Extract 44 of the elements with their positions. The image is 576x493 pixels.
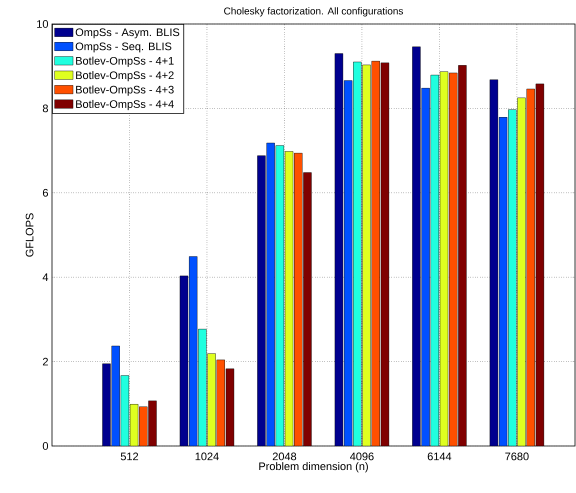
- bar: [294, 152, 302, 446]
- y-tick-label: 2: [42, 358, 48, 366]
- bar: [490, 80, 498, 446]
- legend-label: Botlev-OmpSs - 4+1: [76, 56, 174, 67]
- y-tick-label: 4: [42, 273, 48, 281]
- legend-label: Botlev-OmpSs - 4+2: [76, 71, 174, 82]
- bar: [508, 109, 516, 446]
- y-tick-label: 6: [42, 188, 48, 197]
- y-tick-label: 8: [42, 104, 48, 112]
- x-tick-label: 4096: [350, 452, 374, 460]
- bar: [372, 60, 380, 446]
- chart-title: Cholesky factorization. All configurations: [224, 7, 404, 16]
- bar: [353, 62, 362, 446]
- bar: [449, 72, 458, 446]
- x-tick-label: 2048: [272, 452, 296, 460]
- y-tick-label: 0: [42, 442, 48, 450]
- bar: [198, 328, 207, 446]
- bar: [188, 256, 198, 446]
- legend-label: OmpSs - Asym. BLIS: [76, 28, 180, 38]
- bar: [498, 117, 508, 446]
- bar: [536, 84, 544, 446]
- bar: [139, 406, 148, 446]
- y-axis-title: GFLOPS: [26, 213, 34, 257]
- bar: [111, 346, 120, 446]
- bar: [120, 375, 130, 446]
- bar: [458, 65, 467, 446]
- x-tick-label: 512: [120, 452, 138, 460]
- y-tick-label: 10: [37, 20, 48, 28]
- bar: [344, 80, 352, 446]
- bar: [430, 74, 440, 446]
- legend-label: OmpSs - Seq. BLIS: [76, 42, 172, 52]
- x-tick-label: 1024: [196, 452, 219, 460]
- legend-label: Botlev-OmpSs - 4+3: [76, 85, 174, 96]
- x-tick-label: 6144: [428, 452, 452, 460]
- bar: [421, 88, 430, 446]
- bar: [216, 360, 225, 446]
- bar: [130, 404, 138, 446]
- bar: [412, 46, 421, 446]
- bar: [276, 145, 284, 446]
- x-axis-title: Problem dimension (n): [259, 462, 368, 472]
- bar: [526, 88, 535, 446]
- bar: [266, 142, 275, 446]
- legend-label: Botlev-OmpSs - 4+4: [76, 100, 174, 110]
- x-tick-label: 7680: [505, 452, 529, 460]
